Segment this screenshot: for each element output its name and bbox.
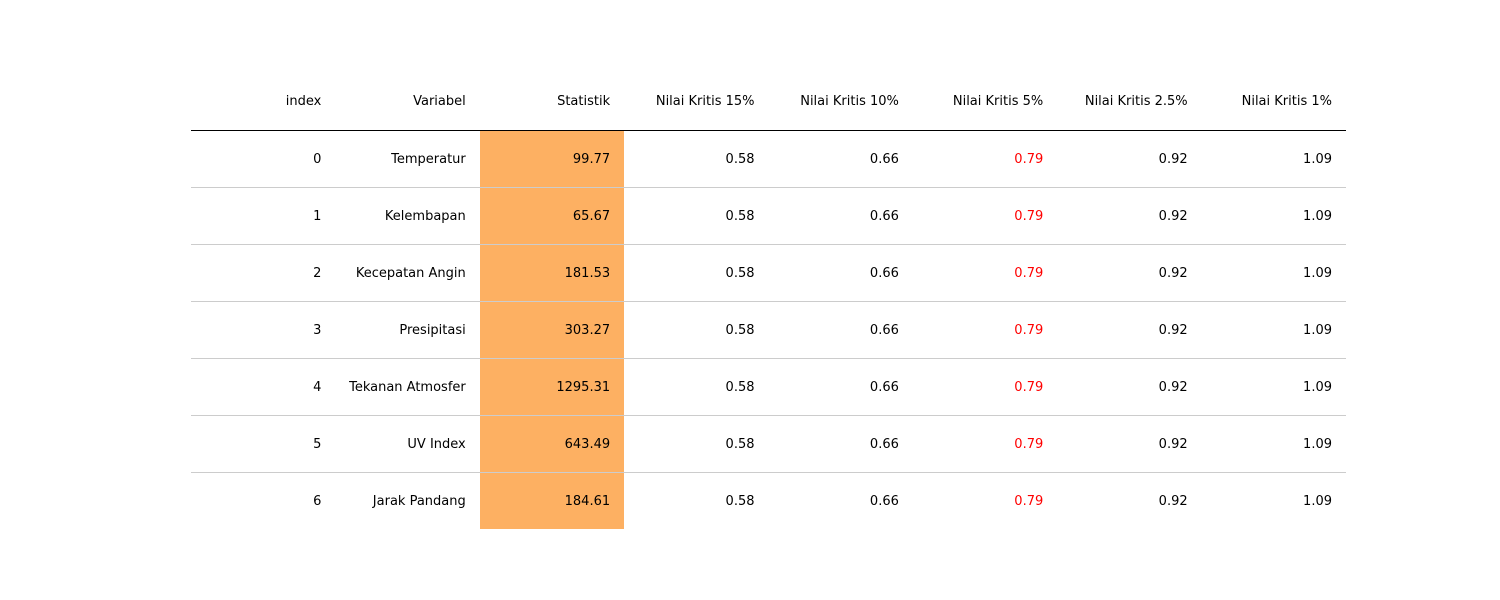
header-row: index Variabel Statistik Nilai Kritis 15…: [191, 73, 1346, 131]
header-nilai-kritis-2-5: Nilai Kritis 2.5%: [1057, 73, 1202, 131]
header-variabel: Variabel: [335, 73, 480, 131]
cell-nilai-kritis-1: 1.09: [1201, 244, 1346, 302]
cell-nilai-kritis-10: 0.66: [768, 130, 913, 188]
cell-index: 4: [191, 358, 336, 416]
cell-nilai-kritis-15: 0.58: [725, 493, 755, 509]
cell-nilai-kritis-2-5: 0.92: [1057, 415, 1202, 473]
cell-variabel: Kecepatan Angin: [335, 244, 480, 302]
cell-index: 6: [313, 493, 322, 509]
header-nilai-kritis-10: Nilai Kritis 10%: [768, 73, 913, 131]
cell-nilai-kritis-15: 0.58: [624, 358, 769, 416]
cell-statistik: 1295.31: [479, 358, 625, 416]
cell-nilai-kritis-10: 0.66: [768, 187, 913, 245]
cell-nilai-kritis-10: 0.66: [768, 415, 913, 473]
table-header: index Variabel Statistik Nilai Kritis 15…: [191, 73, 1346, 131]
table-row: 6 Jarak Pandang 184.61 0.58 0.66 0.79 0.92 1.09: [191, 472, 1346, 529]
cell-nilai-kritis-2-5: 0.92: [1057, 301, 1202, 359]
cell-nilai-kritis-1: 1.09: [1201, 301, 1346, 359]
table-row: 0 Temperatur 99.77 0.58 0.66 0.79 0.92 1.09: [191, 130, 1346, 188]
cell-nilai-kritis-15: 0.58: [624, 187, 769, 245]
cell-nilai-kritis-5: 0.79: [912, 244, 1058, 302]
cell-variabel: Presipitasi: [335, 301, 480, 359]
cell-nilai-kritis-1: 1.09: [1201, 415, 1346, 473]
cell-nilai-kritis-10: 0.66: [768, 244, 913, 302]
cell-statistik: 643.49: [479, 415, 625, 473]
cell-nilai-kritis-5: 0.79: [912, 301, 1058, 359]
results-table-container: index Variabel Statistik Nilai Kritis 15…: [191, 73, 1346, 529]
table-row: 4 Tekanan Atmosfer 1295.31 0.58 0.66 0.79 0.92…: [191, 358, 1346, 416]
cell-variabel: Kelembapan: [335, 187, 480, 245]
cell-nilai-kritis-2-5: 0.92: [1158, 493, 1188, 509]
table-row: 5 UV Index 643.49 0.58 0.66 0.79 0.92 1.09: [191, 415, 1346, 473]
cell-nilai-kritis-1: 1.09: [1201, 130, 1346, 188]
results-table: index Variabel Statistik Nilai Kritis 15…: [191, 73, 1346, 529]
table-row: 3 Presipitasi 303.27 0.58 0.66 0.79 0.92 1.09: [191, 301, 1346, 359]
header-index: index: [191, 73, 336, 131]
cell-nilai-kritis-5: 0.79: [1014, 493, 1044, 509]
table-row: 2 Kecepatan Angin 181.53 0.58 0.66 0.79 0.92 1.…: [191, 244, 1346, 302]
cell-nilai-kritis-1: 1.09: [1201, 187, 1346, 245]
cell-nilai-kritis-10: 0.66: [768, 358, 913, 416]
cell-statistik: 181.53: [479, 244, 625, 302]
cell-nilai-kritis-10: 0.66: [869, 493, 899, 509]
header-nilai-kritis-15: Nilai Kritis 15%: [624, 73, 769, 131]
cell-nilai-kritis-1: 1.09: [1303, 493, 1332, 509]
cell-index: 0: [191, 130, 336, 188]
cell-statistik: 184.61: [479, 472, 625, 529]
cell-index: 2: [191, 244, 336, 302]
cell-nilai-kritis-2-5: 0.92: [1057, 244, 1202, 302]
cell-nilai-kritis-5: 0.79: [912, 130, 1058, 188]
cell-index: 3: [191, 301, 336, 359]
cell-nilai-kritis-10: 0.66: [768, 301, 913, 359]
cell-nilai-kritis-5: 0.79: [912, 187, 1058, 245]
cell-nilai-kritis-15: 0.58: [624, 130, 769, 188]
cell-index: 5: [191, 415, 336, 473]
header-nilai-kritis-1: Nilai Kritis 1%: [1201, 73, 1346, 131]
cell-nilai-kritis-1: 1.09: [1201, 358, 1346, 416]
cell-statistik: 303.27: [479, 301, 625, 359]
cell-nilai-kritis-15: 0.58: [624, 415, 769, 473]
cell-variabel: Tekanan Atmosfer: [335, 358, 480, 416]
table-row: 1 Kelembapan 65.67 0.58 0.66 0.79 0.92 1.09: [191, 187, 1346, 245]
cell-variabel: Temperatur: [335, 130, 480, 188]
cell-variabel: UV Index: [335, 415, 480, 473]
cell-nilai-kritis-2-5: 0.92: [1057, 358, 1202, 416]
cell-index: 1: [191, 187, 336, 245]
cell-variabel: Jarak Pandang: [372, 493, 466, 509]
table-body: 0 Temperatur 99.77 0.58 0.66 0.79 0.92 1.09 1 Kel…: [191, 130, 1346, 529]
cell-nilai-kritis-5: 0.79: [912, 358, 1058, 416]
cell-nilai-kritis-15: 0.58: [624, 301, 769, 359]
cell-nilai-kritis-2-5: 0.92: [1057, 130, 1202, 188]
cell-statistik: 99.77: [479, 130, 625, 188]
cell-statistik: 65.67: [479, 187, 625, 245]
cell-nilai-kritis-15: 0.58: [624, 244, 769, 302]
header-nilai-kritis-5: Nilai Kritis 5%: [912, 73, 1058, 131]
header-statistik: Statistik: [479, 73, 625, 131]
cell-nilai-kritis-5: 0.79: [912, 415, 1058, 473]
cell-nilai-kritis-2-5: 0.92: [1057, 187, 1202, 245]
